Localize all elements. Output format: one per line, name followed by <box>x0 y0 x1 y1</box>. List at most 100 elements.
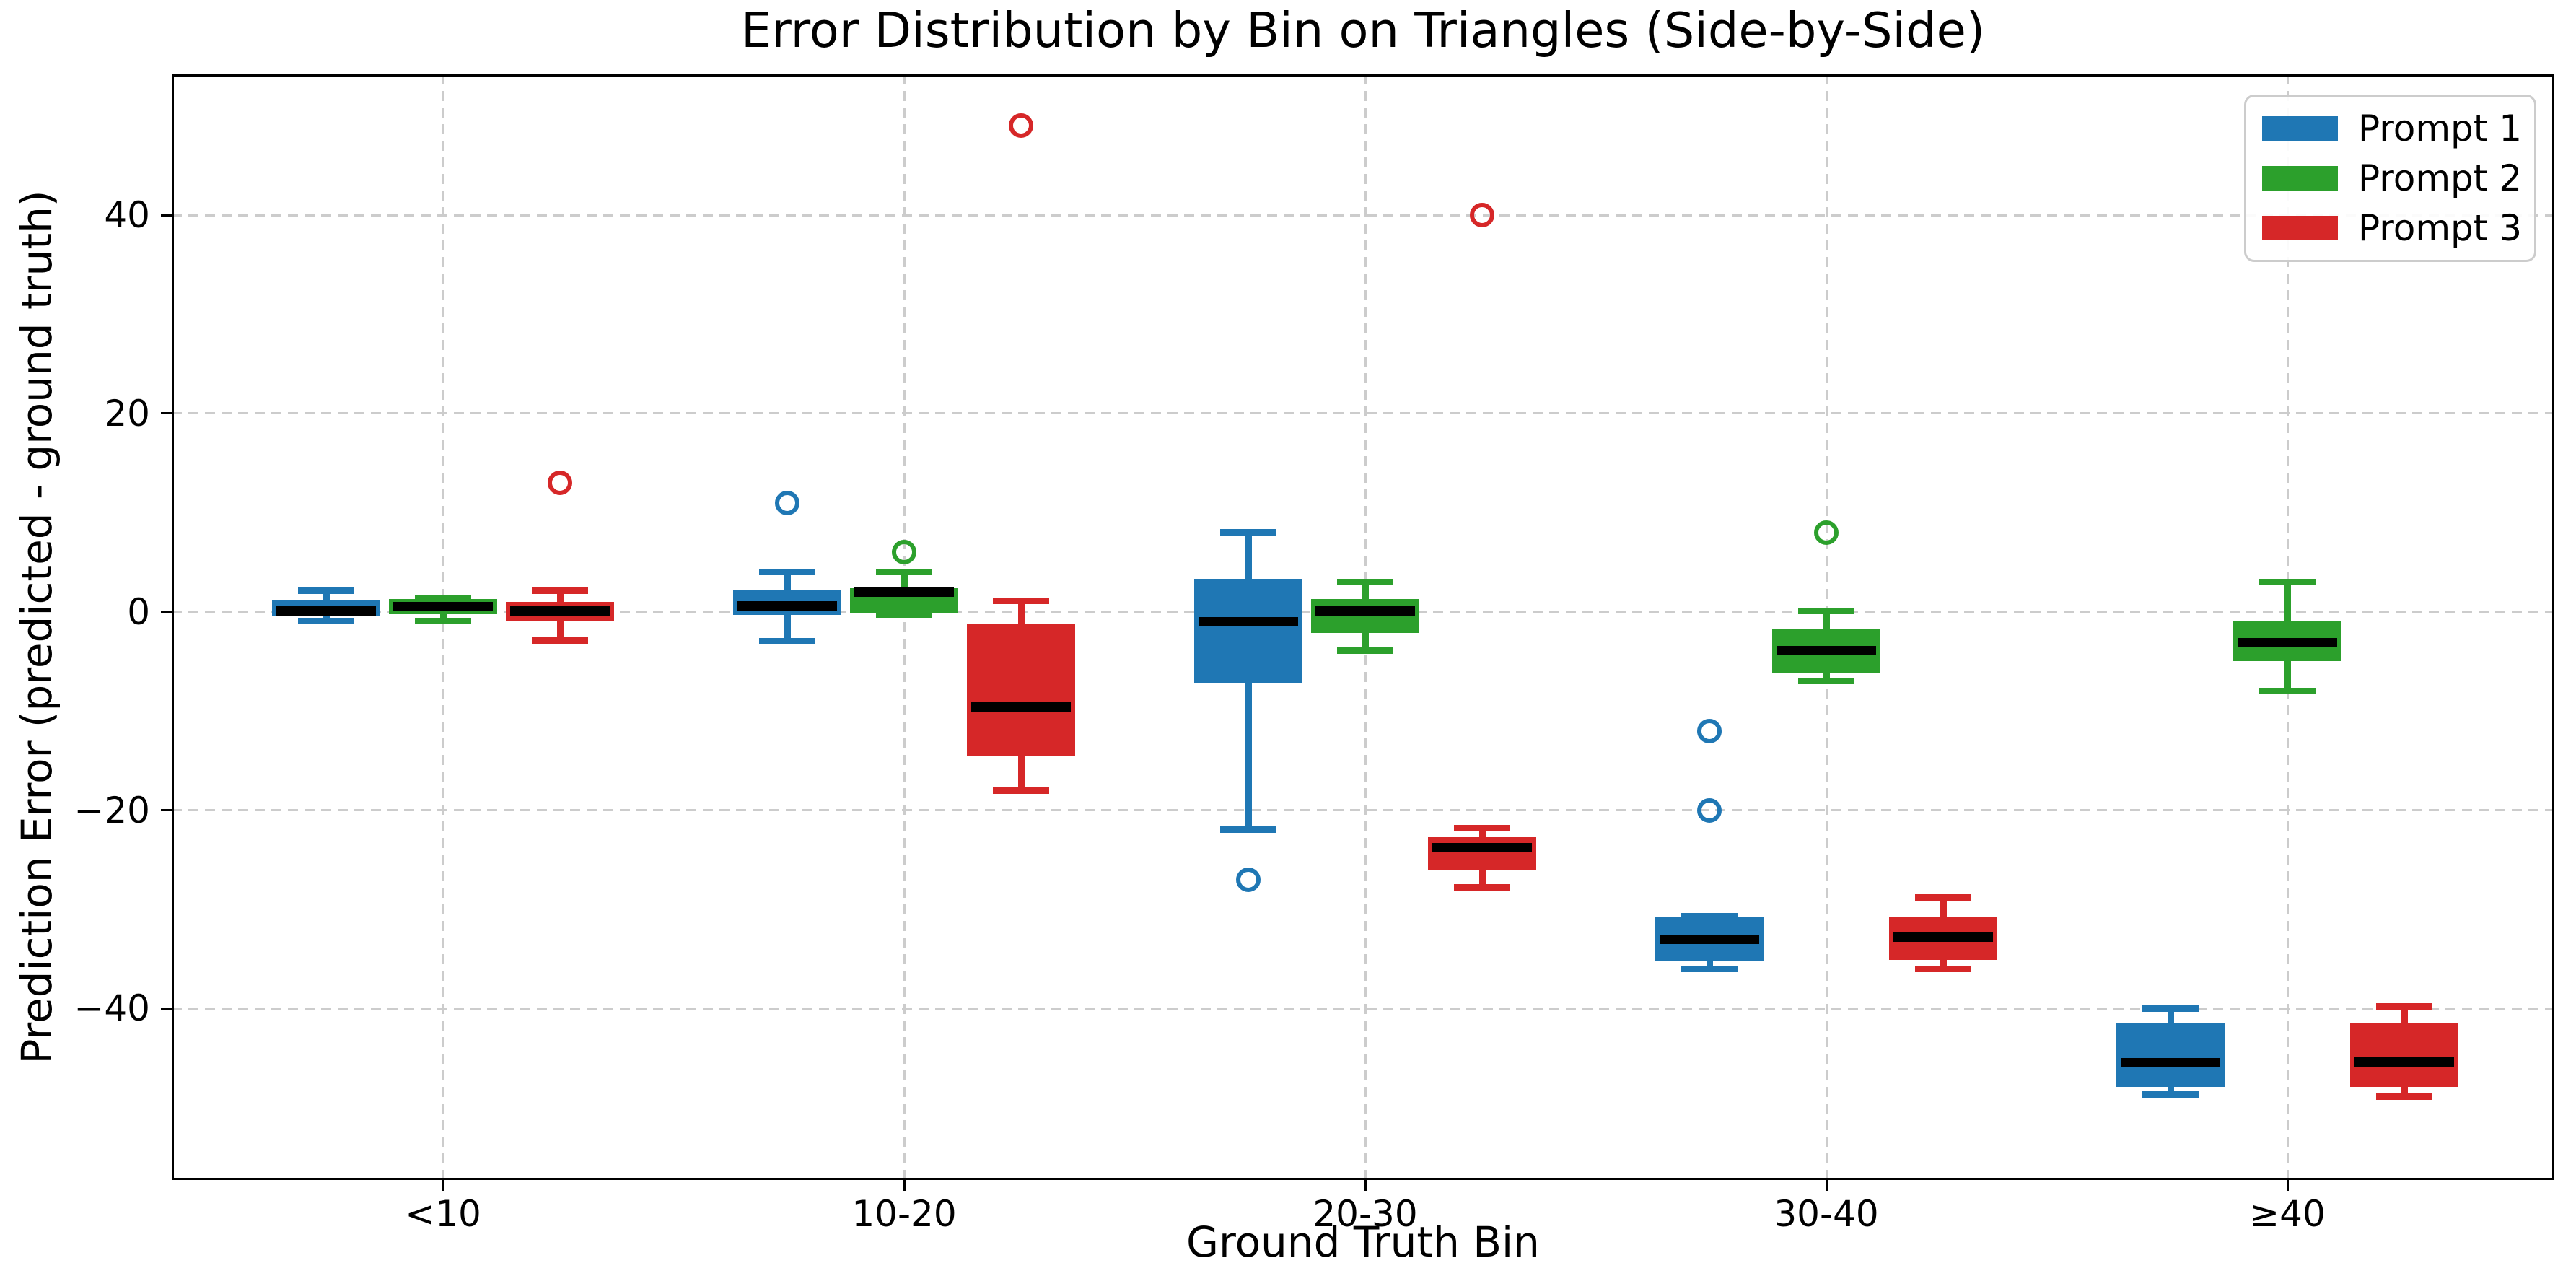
whisker-cap <box>1337 647 1393 654</box>
whisker-cap <box>759 638 815 645</box>
whisker-cap <box>2259 688 2316 695</box>
box <box>967 624 1075 756</box>
whisker-line <box>784 572 791 590</box>
whisker-line <box>2284 582 2291 621</box>
whisker-line <box>1362 632 1369 651</box>
y-gridline <box>172 1007 2554 1010</box>
median-line <box>2238 637 2337 647</box>
whisker-line <box>1017 600 1025 624</box>
whisker-line <box>784 614 791 642</box>
outlier-point <box>1697 718 1722 743</box>
y-tick-label: −40 <box>74 987 150 1030</box>
box <box>1194 579 1302 683</box>
x-tick-mark <box>442 1180 444 1191</box>
whisker-cap <box>876 569 932 576</box>
whisker-line <box>2401 1006 2408 1023</box>
outlier-point <box>775 490 799 515</box>
whisker-line <box>1017 755 1025 790</box>
median-line <box>1315 606 1415 616</box>
outlier-point <box>1470 203 1494 228</box>
median-line <box>854 587 954 597</box>
whisker-cap <box>876 611 932 619</box>
box <box>1311 598 1419 633</box>
median-line <box>1893 932 1993 942</box>
whisker-cap <box>1454 884 1510 891</box>
y-tick-label: 0 <box>127 590 150 633</box>
median-line <box>1660 934 1759 944</box>
whisker-cap <box>1798 607 1854 614</box>
whisker-cap <box>2142 1005 2199 1012</box>
whisker-cap <box>1454 824 1510 831</box>
whisker-line <box>1245 683 1252 830</box>
y-tick-label: −20 <box>74 789 150 831</box>
legend-item: Prompt 3 <box>2262 208 2534 248</box>
x-tick-label: 10-20 <box>851 1193 957 1235</box>
whisker-line <box>1940 897 1947 917</box>
y-tick-mark <box>161 809 172 811</box>
outlier-point <box>1009 113 1033 139</box>
whisker-cap <box>532 637 588 644</box>
whisker-line <box>1940 959 1947 969</box>
whisker-cap <box>1681 965 1738 972</box>
outlier-point <box>892 540 916 565</box>
whisker-cap <box>993 787 1049 794</box>
y-gridline <box>172 214 2554 217</box>
y-tick-label: 20 <box>104 392 150 434</box>
legend: Prompt 1 Prompt 2 Prompt 3 <box>2244 95 2536 262</box>
whisker-line <box>901 572 908 589</box>
box <box>2116 1023 2225 1087</box>
whisker-cap <box>2376 1093 2432 1101</box>
median-line <box>1777 645 1876 655</box>
whisker-cap <box>2142 1091 2199 1098</box>
outlier-point <box>548 471 572 496</box>
y-tick-mark <box>161 1007 172 1010</box>
chart-title: Error Distribution by Bin on Triangles (… <box>740 2 1986 58</box>
x-tick-mark <box>1825 1180 1828 1191</box>
median-line <box>1432 843 1532 853</box>
y-gridline <box>172 412 2554 415</box>
x-tick-label: 30-40 <box>1774 1193 1879 1235</box>
y-tick-mark <box>161 412 172 415</box>
median-line <box>737 600 837 611</box>
whisker-line <box>2167 1008 2174 1023</box>
whisker-line <box>556 590 564 602</box>
whisker-line <box>323 590 330 600</box>
y-gridline <box>172 809 2554 811</box>
median-line <box>971 702 1071 712</box>
median-line <box>1199 616 1298 626</box>
x-tick-label: ≥40 <box>2249 1193 2326 1235</box>
box <box>1428 836 1536 871</box>
y-tick-mark <box>161 214 172 217</box>
legend-label: Prompt 1 <box>2358 108 2523 150</box>
whisker-cap <box>2376 1003 2432 1010</box>
whisker-line <box>556 621 564 641</box>
whisker-line <box>1362 582 1369 599</box>
whisker-cap <box>532 587 588 595</box>
x-axis-label: Ground Truth Bin <box>1186 1218 1540 1267</box>
legend-item: Prompt 1 <box>2262 108 2534 149</box>
whisker-line <box>1706 961 1713 969</box>
whisker-line <box>1823 672 1830 681</box>
median-line <box>2121 1058 2220 1068</box>
whisker-line <box>1823 611 1830 630</box>
whisker-cap <box>1915 965 1971 972</box>
median-line <box>276 606 376 616</box>
whisker-cap <box>759 569 815 576</box>
whisker-cap <box>1220 826 1276 834</box>
x-tick-label: <10 <box>405 1193 481 1235</box>
x-tick-mark <box>903 1180 906 1191</box>
whisker-cap <box>298 587 354 595</box>
median-line <box>393 601 493 611</box>
median-line <box>510 606 610 616</box>
box <box>2350 1023 2458 1087</box>
x-tick-label: 20-30 <box>1313 1193 1418 1235</box>
y-tick-mark <box>161 611 172 613</box>
legend-item: Prompt 2 <box>2262 158 2534 198</box>
whisker-cap <box>1220 529 1276 536</box>
legend-label: Prompt 3 <box>2358 206 2523 249</box>
whisker-cap <box>298 617 354 624</box>
